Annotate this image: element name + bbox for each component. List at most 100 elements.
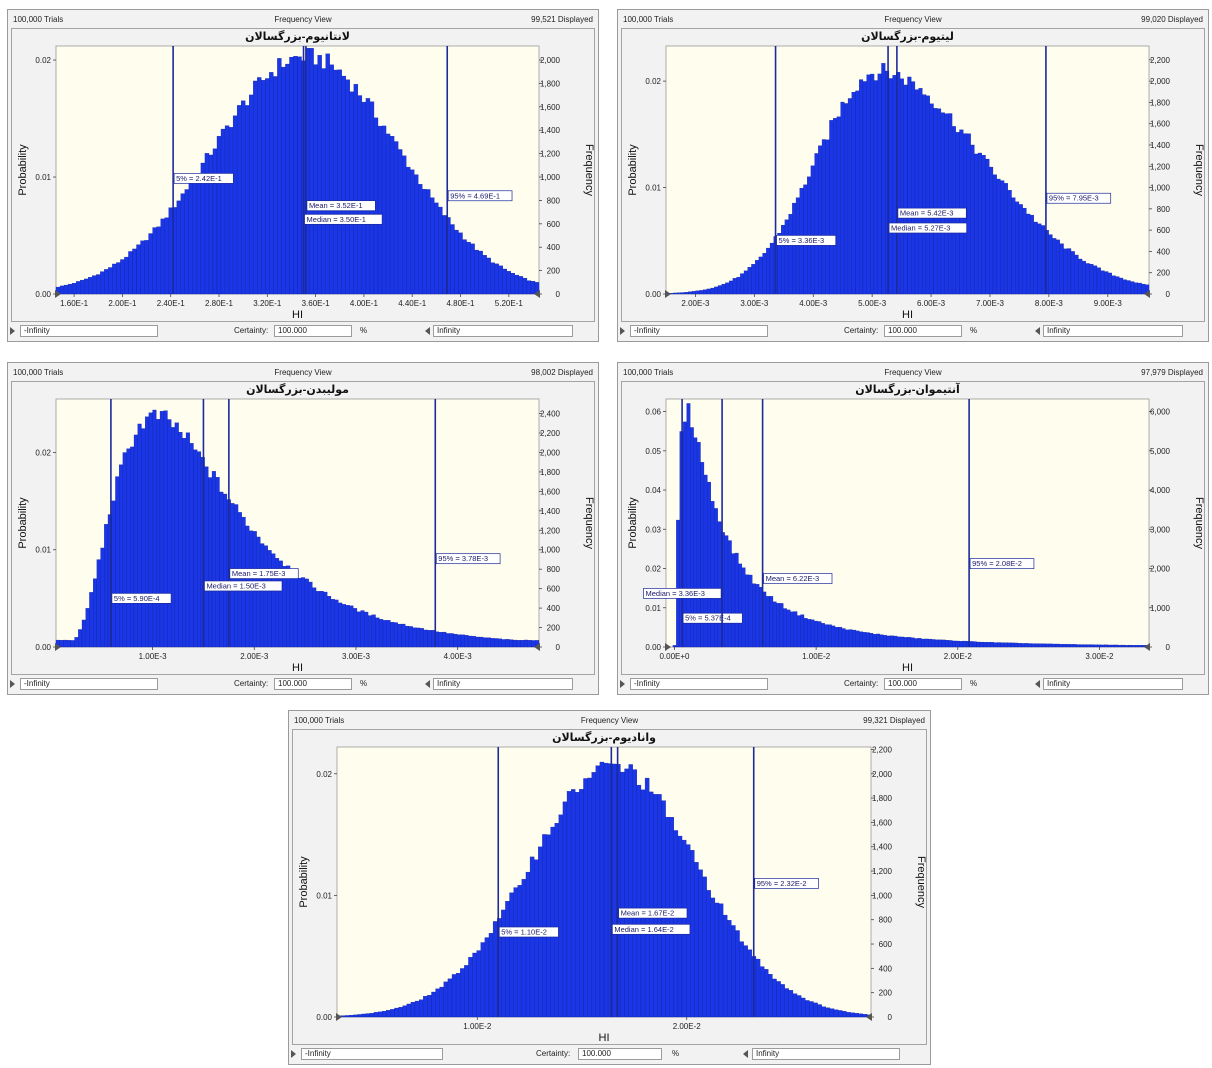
histogram-bar xyxy=(111,500,116,648)
histogram-bar xyxy=(163,410,168,648)
y-tick-label: 0.00 xyxy=(316,1013,332,1022)
right-grabber-icon[interactable] xyxy=(425,327,430,335)
histogram-bar xyxy=(911,81,916,295)
histogram-bar xyxy=(1048,234,1053,295)
histogram-bar xyxy=(1024,643,1029,648)
histogram-bar xyxy=(80,279,85,295)
marker-label: Mean = 1.75E-3 xyxy=(232,569,286,578)
histogram-bar xyxy=(721,283,726,295)
left-grabber-icon[interactable] xyxy=(10,680,15,688)
certainty-input[interactable]: 100.000 xyxy=(274,325,352,337)
left-bound-input[interactable]: -Infinity xyxy=(630,325,768,337)
histogram-bar xyxy=(940,112,945,295)
histogram-bar xyxy=(962,640,967,648)
marker-label-box xyxy=(618,907,688,919)
histogram-bar xyxy=(137,423,142,648)
histogram-bar xyxy=(903,637,908,648)
y2-axis-title: Frequency xyxy=(915,856,926,908)
histogram-bar xyxy=(765,596,770,648)
right-grabber-icon[interactable] xyxy=(743,1050,748,1058)
right-grabber-icon[interactable] xyxy=(425,680,430,688)
histogram-bar xyxy=(327,596,332,648)
histogram-bar xyxy=(78,629,83,648)
histogram-bar xyxy=(914,638,918,648)
histogram-bar xyxy=(866,74,871,295)
certainty-input[interactable]: 100.000 xyxy=(884,325,962,337)
histogram-bar xyxy=(727,540,732,648)
histogram-bar xyxy=(490,638,495,648)
right-bound-input[interactable]: Infinity xyxy=(752,1048,900,1060)
histogram-bar xyxy=(501,639,506,648)
marker-label-box xyxy=(776,235,837,246)
histogram-bar xyxy=(710,287,715,295)
y-tick-label: 0.02 xyxy=(645,565,661,574)
left-bound-input[interactable]: -Infinity xyxy=(301,1048,443,1060)
left-bound-input[interactable]: -Infinity xyxy=(20,678,158,690)
histogram-bar xyxy=(917,638,922,648)
histogram-bar xyxy=(751,264,756,295)
histogram-bar xyxy=(732,278,737,295)
histogram-bar xyxy=(1096,267,1101,295)
right-bound-input[interactable]: Infinity xyxy=(433,325,573,337)
histogram-bar xyxy=(981,154,986,295)
histogram-bar xyxy=(821,623,825,648)
histogram-bar xyxy=(970,144,975,295)
y2-tick-label: 1,000 xyxy=(872,891,893,900)
y2-axis-title: Frequency xyxy=(1193,497,1204,549)
histogram-bar xyxy=(731,553,736,648)
right-bound-input[interactable]: Infinity xyxy=(433,678,573,690)
left-bound-input[interactable]: -Infinity xyxy=(630,678,768,690)
marker-label: Mean = 5.42E-3 xyxy=(900,209,954,218)
histogram-bar xyxy=(859,79,864,295)
histogram-bar xyxy=(479,636,484,648)
histogram-bar xyxy=(851,91,856,295)
y-tick-label: 0.00 xyxy=(35,643,51,652)
histogram-bar xyxy=(929,103,934,295)
right-bound-input[interactable]: Infinity xyxy=(1043,678,1183,690)
histogram-bar xyxy=(758,256,763,295)
right-bound-input[interactable]: Infinity xyxy=(1043,325,1183,337)
histogram-bar xyxy=(144,240,149,295)
left-grabber-icon[interactable] xyxy=(620,327,625,335)
y2-tick-label: 1,000 xyxy=(540,546,561,555)
histogram-bar xyxy=(649,791,654,1018)
left-bound-input[interactable]: -Infinity xyxy=(20,325,158,337)
left-grabber-icon[interactable] xyxy=(620,680,625,688)
histogram-bar xyxy=(501,909,506,1018)
histogram-bar xyxy=(160,218,165,295)
histogram-bar xyxy=(829,120,834,295)
left-grabber-icon[interactable] xyxy=(291,1050,296,1058)
histogram-bar xyxy=(345,79,350,295)
histogram-bar xyxy=(289,56,294,295)
y-tick-label: 0.03 xyxy=(645,525,661,534)
certainty-input[interactable]: 100.000 xyxy=(578,1048,662,1060)
y2-tick-label: 6,000 xyxy=(1150,408,1171,417)
histogram-bar xyxy=(766,247,771,295)
x-tick-label: 7.00E-3 xyxy=(976,299,1005,308)
histogram-bar xyxy=(100,271,105,295)
histogram-bar xyxy=(1063,248,1068,295)
right-grabber-icon[interactable] xyxy=(1035,327,1040,335)
histogram-chart: وانادیوم-بزرگسالان 0.00 0.01 0.02 0 200 400 600… xyxy=(298,731,926,1044)
histogram-bar xyxy=(386,1010,391,1018)
certainty-input[interactable]: 100.000 xyxy=(274,678,352,690)
histogram-bar xyxy=(521,879,527,1018)
histogram-bar xyxy=(827,624,832,648)
right-grabber-icon[interactable] xyxy=(1035,680,1040,688)
certainty-label: Certainty: xyxy=(844,679,879,688)
histogram-bar xyxy=(688,291,693,295)
y2-tick-label: 2,000 xyxy=(872,770,893,779)
trials-count: 100,000 Trials xyxy=(294,716,345,725)
histogram-bar xyxy=(736,276,741,295)
trials-count: 100,000 Trials xyxy=(623,15,674,24)
left-grabber-icon[interactable] xyxy=(10,327,15,335)
histogram-bar xyxy=(852,629,856,648)
histogram-bar xyxy=(498,265,503,295)
histogram-bar xyxy=(821,139,826,295)
certainty-input[interactable]: 100.000 xyxy=(884,678,962,690)
histogram-bar xyxy=(394,1007,399,1018)
histogram-bar xyxy=(492,921,498,1018)
histogram-bar xyxy=(476,950,481,1018)
histogram-bar xyxy=(776,603,780,648)
histogram-bar xyxy=(393,141,399,295)
